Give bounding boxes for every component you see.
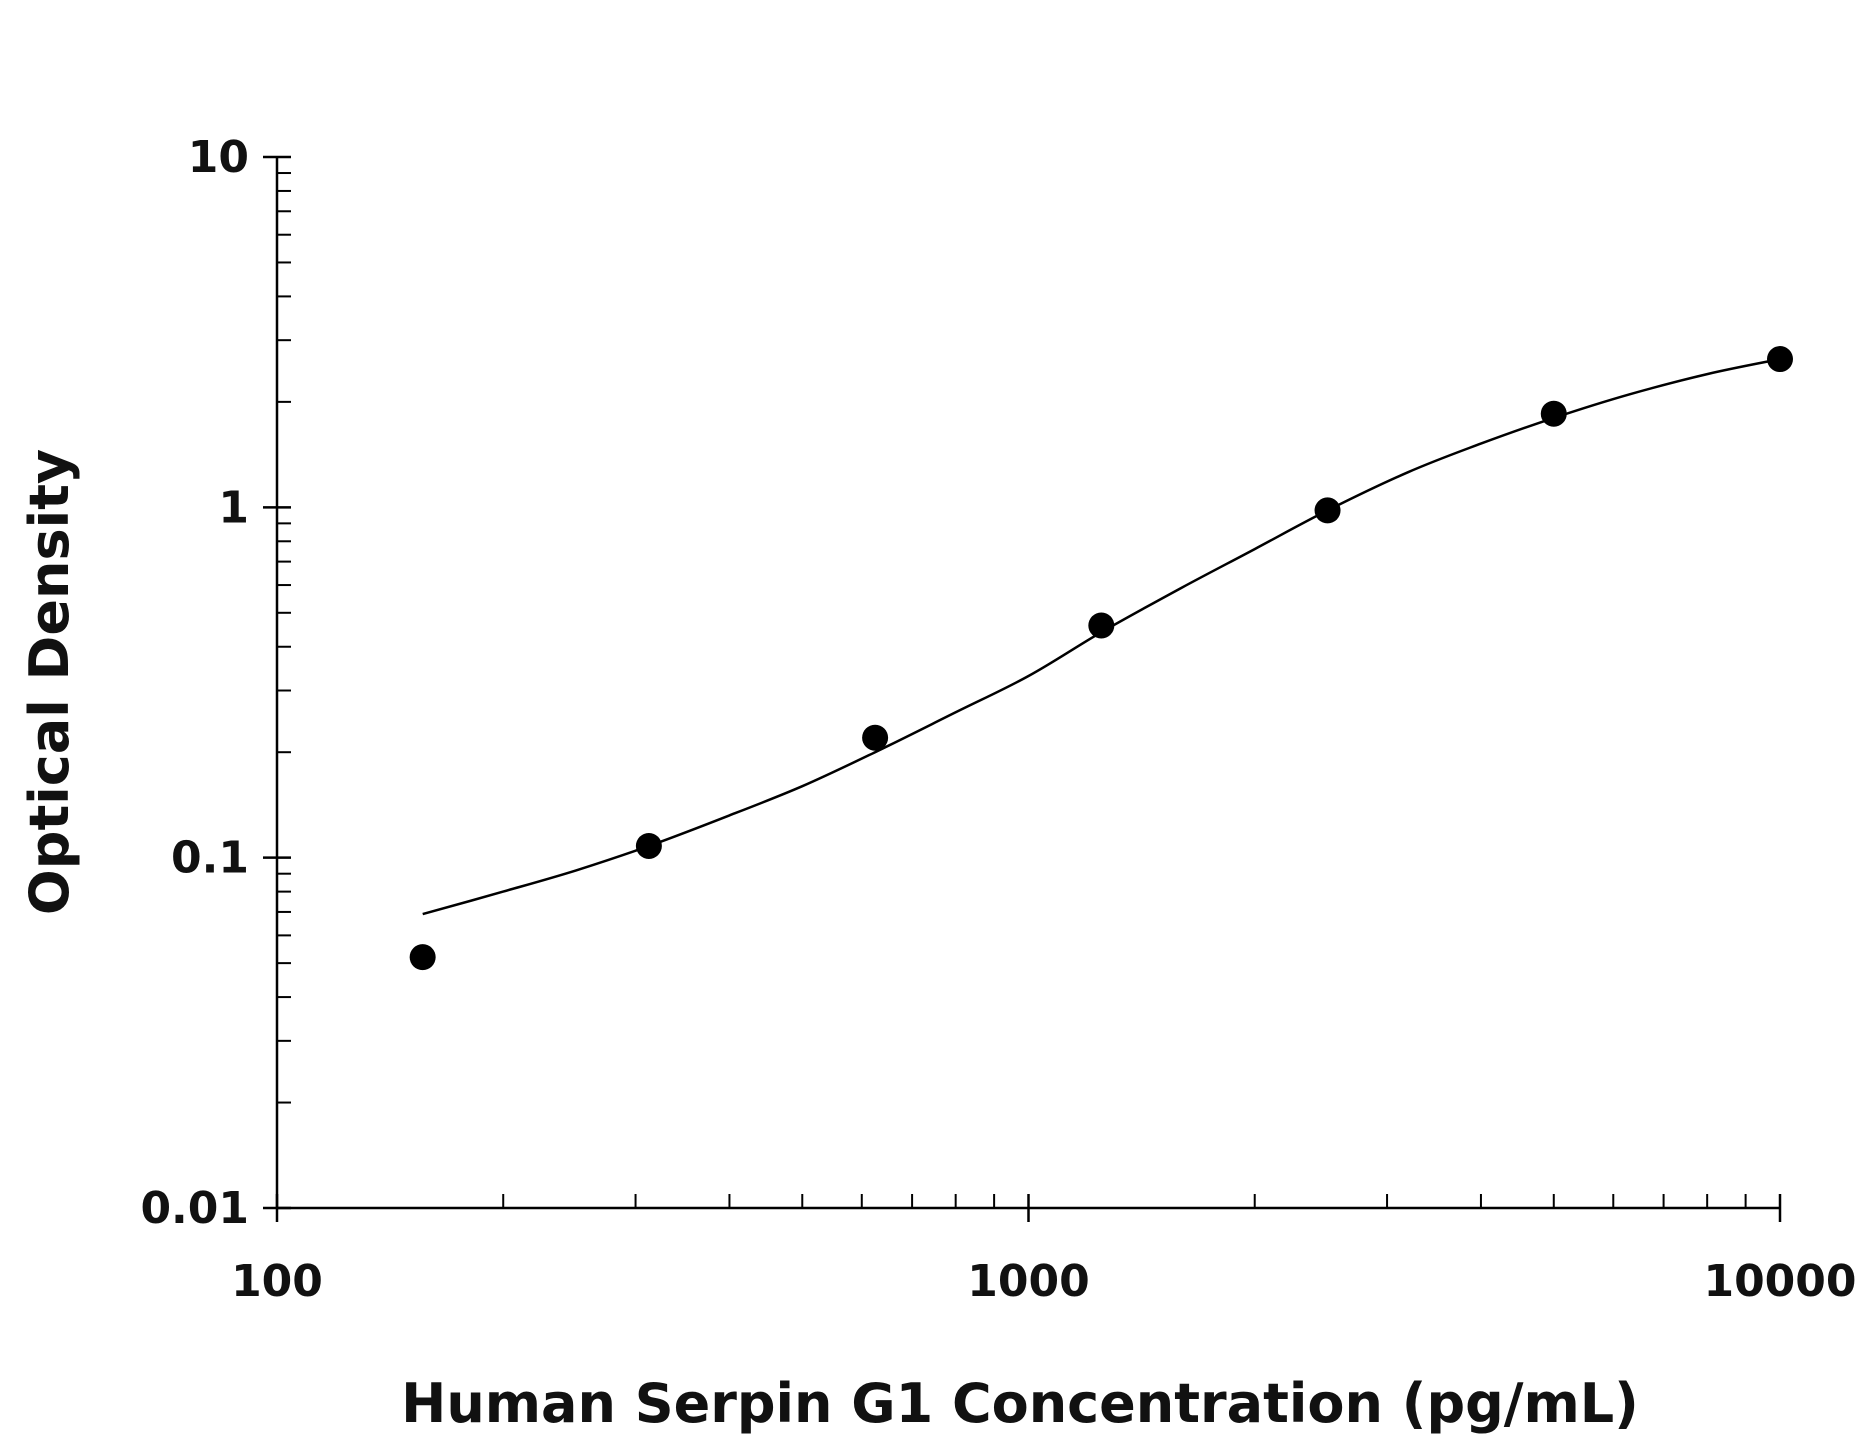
- y-tick-label: 1: [218, 482, 249, 533]
- y-tick-label: 0.01: [140, 1183, 249, 1234]
- data-point: [1314, 497, 1341, 524]
- y-axis-title: Optical Density: [18, 449, 81, 915]
- data-point: [862, 724, 889, 751]
- tick-labels: 0.01 0.1 1 10 100 1000 10000: [140, 132, 1856, 1307]
- axes: [263, 155, 1782, 1222]
- data-point: [409, 944, 436, 971]
- y-tick-label: 10: [188, 132, 249, 183]
- data-points: [409, 346, 1793, 971]
- data-point: [1767, 346, 1793, 373]
- data-point: [1540, 400, 1567, 427]
- data-point: [1088, 612, 1115, 639]
- y-tick-label: 0.1: [171, 833, 249, 884]
- data-point: [635, 832, 662, 859]
- x-axis-title: Human Serpin G1 Concentration (pg/mL): [401, 1372, 1639, 1435]
- minor-ticks: [277, 172, 1747, 1208]
- x-tick-label: 10000: [1703, 1256, 1856, 1307]
- x-tick-label: 1000: [967, 1256, 1089, 1307]
- x-tick-label: 100: [231, 1256, 323, 1307]
